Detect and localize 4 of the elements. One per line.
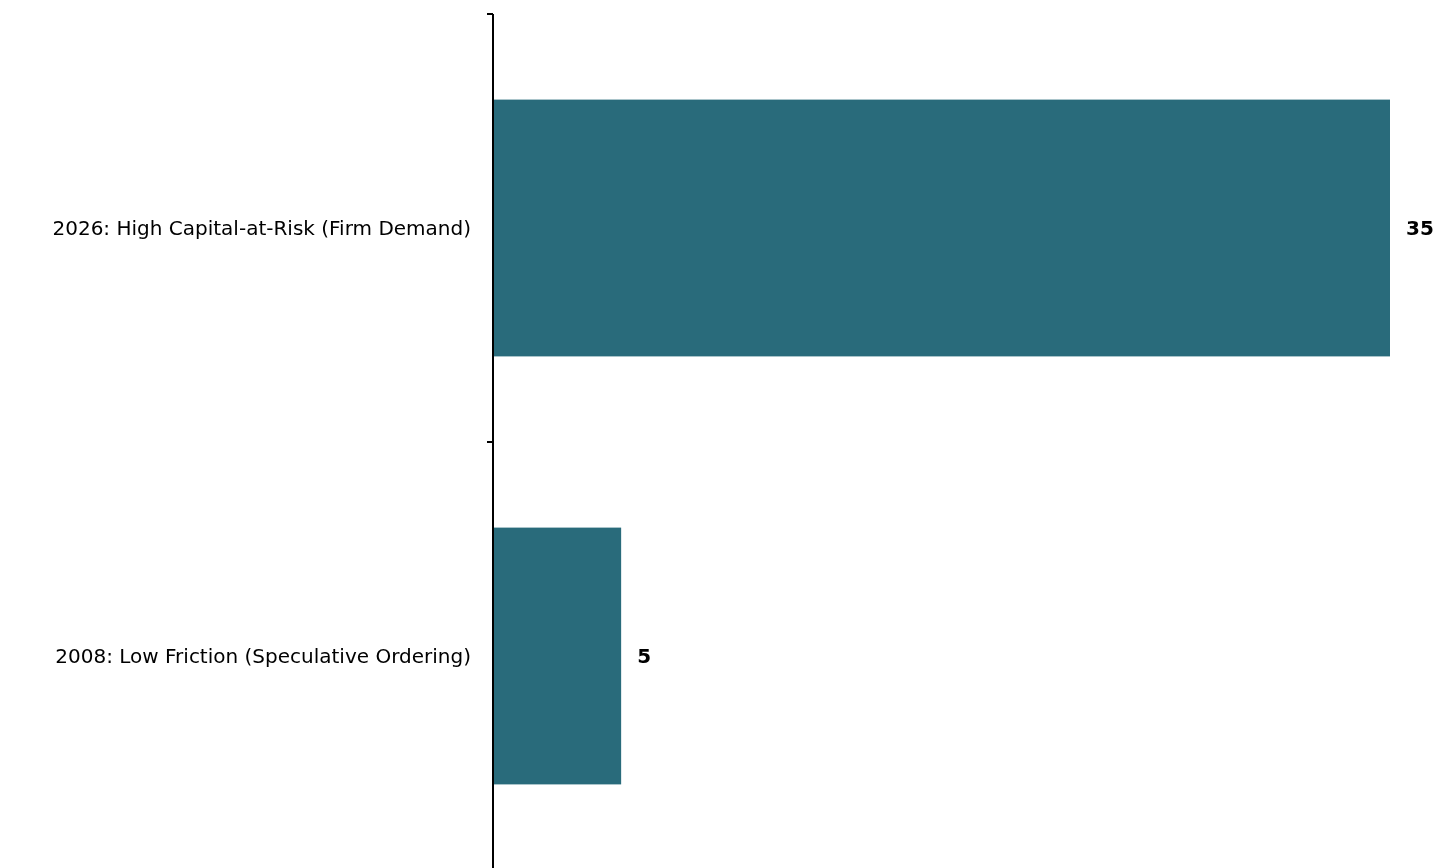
data-label: 5 bbox=[637, 644, 652, 668]
y-tick-label: 2008: Low Friction (Speculative Ordering) bbox=[55, 644, 471, 668]
y-tick-label: 2026: High Capital-at-Risk (Firm Demand) bbox=[52, 216, 471, 240]
data-label: 35 bbox=[1406, 216, 1434, 240]
